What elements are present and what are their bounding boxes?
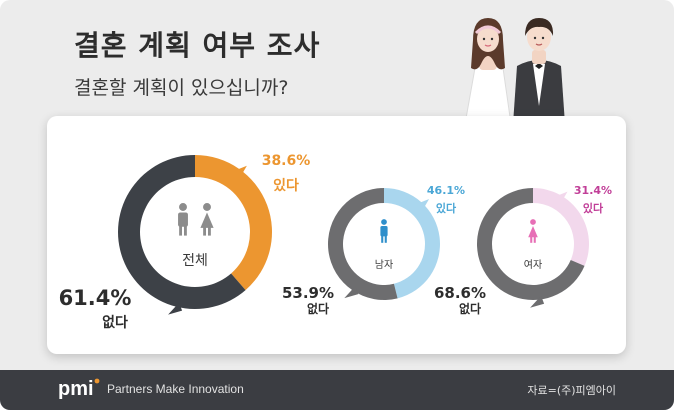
value-label-male-no: 53.9% bbox=[282, 284, 334, 302]
center-label-male: 남자 bbox=[375, 259, 393, 271]
pmi-logo: pmi bbox=[58, 378, 100, 400]
value-label-female-yes: 31.4% bbox=[574, 184, 612, 197]
pointer-male-no bbox=[344, 286, 359, 299]
woman-icon bbox=[200, 203, 214, 236]
category-label-female-yes: 있다 bbox=[583, 201, 604, 215]
survey-question: 결혼할 계획이 있으십니까? bbox=[74, 77, 289, 99]
pointer-female-no bbox=[530, 295, 545, 308]
slice-total-no bbox=[118, 155, 246, 309]
category-label-male-yes: 있다 bbox=[436, 201, 457, 215]
slice-male-no bbox=[328, 187, 398, 300]
svg-text:pmi: pmi bbox=[58, 378, 94, 400]
footer-tagline: Partners Make Innovation bbox=[107, 382, 244, 396]
pointer-female-yes bbox=[557, 191, 568, 204]
pointer-male-yes bbox=[419, 199, 430, 212]
slice-male-yes bbox=[384, 188, 441, 299]
slice-total-yes bbox=[195, 155, 273, 291]
man-icon bbox=[178, 203, 188, 236]
couple-illustration bbox=[464, 18, 565, 124]
donut-chart-male: 남자 46.1% 있다 53.9%없다 bbox=[282, 184, 465, 316]
woman-icon bbox=[528, 219, 538, 243]
center-label-female: 여자 bbox=[524, 259, 542, 271]
page-title: 결혼 계획 여부 조사 bbox=[74, 29, 321, 62]
center-label-total: 전체 bbox=[182, 253, 208, 269]
pointer-total-no bbox=[168, 302, 183, 315]
category-label-total-no: 없다 bbox=[102, 315, 128, 331]
pointer-total-yes bbox=[236, 165, 247, 178]
donut-chart-total: 전체 38.6% 있다 61.4% 없다 bbox=[59, 153, 311, 331]
category-label-female-no: 없다 bbox=[459, 301, 481, 316]
category-label-total-yes: 있다 bbox=[273, 178, 299, 194]
value-label-male-yes: 46.1% bbox=[427, 184, 465, 197]
category-label-male-no: 없다 bbox=[307, 301, 329, 316]
value-label-female-no: 68.6% bbox=[434, 284, 486, 302]
value-label-total-no: 61.4% bbox=[59, 286, 132, 310]
value-label-total-yes: 38.6% bbox=[262, 153, 311, 169]
data-source: 자료=(주)피엠아이 bbox=[527, 384, 616, 397]
donut-chart-female: 여자 31.4% 있다 68.6%없다 bbox=[434, 184, 612, 316]
slice-female-yes bbox=[533, 188, 590, 266]
footer-bar: pmi Partners Make Innovation 자료=(주)피엠아이 bbox=[0, 370, 674, 410]
man-icon bbox=[380, 219, 388, 243]
